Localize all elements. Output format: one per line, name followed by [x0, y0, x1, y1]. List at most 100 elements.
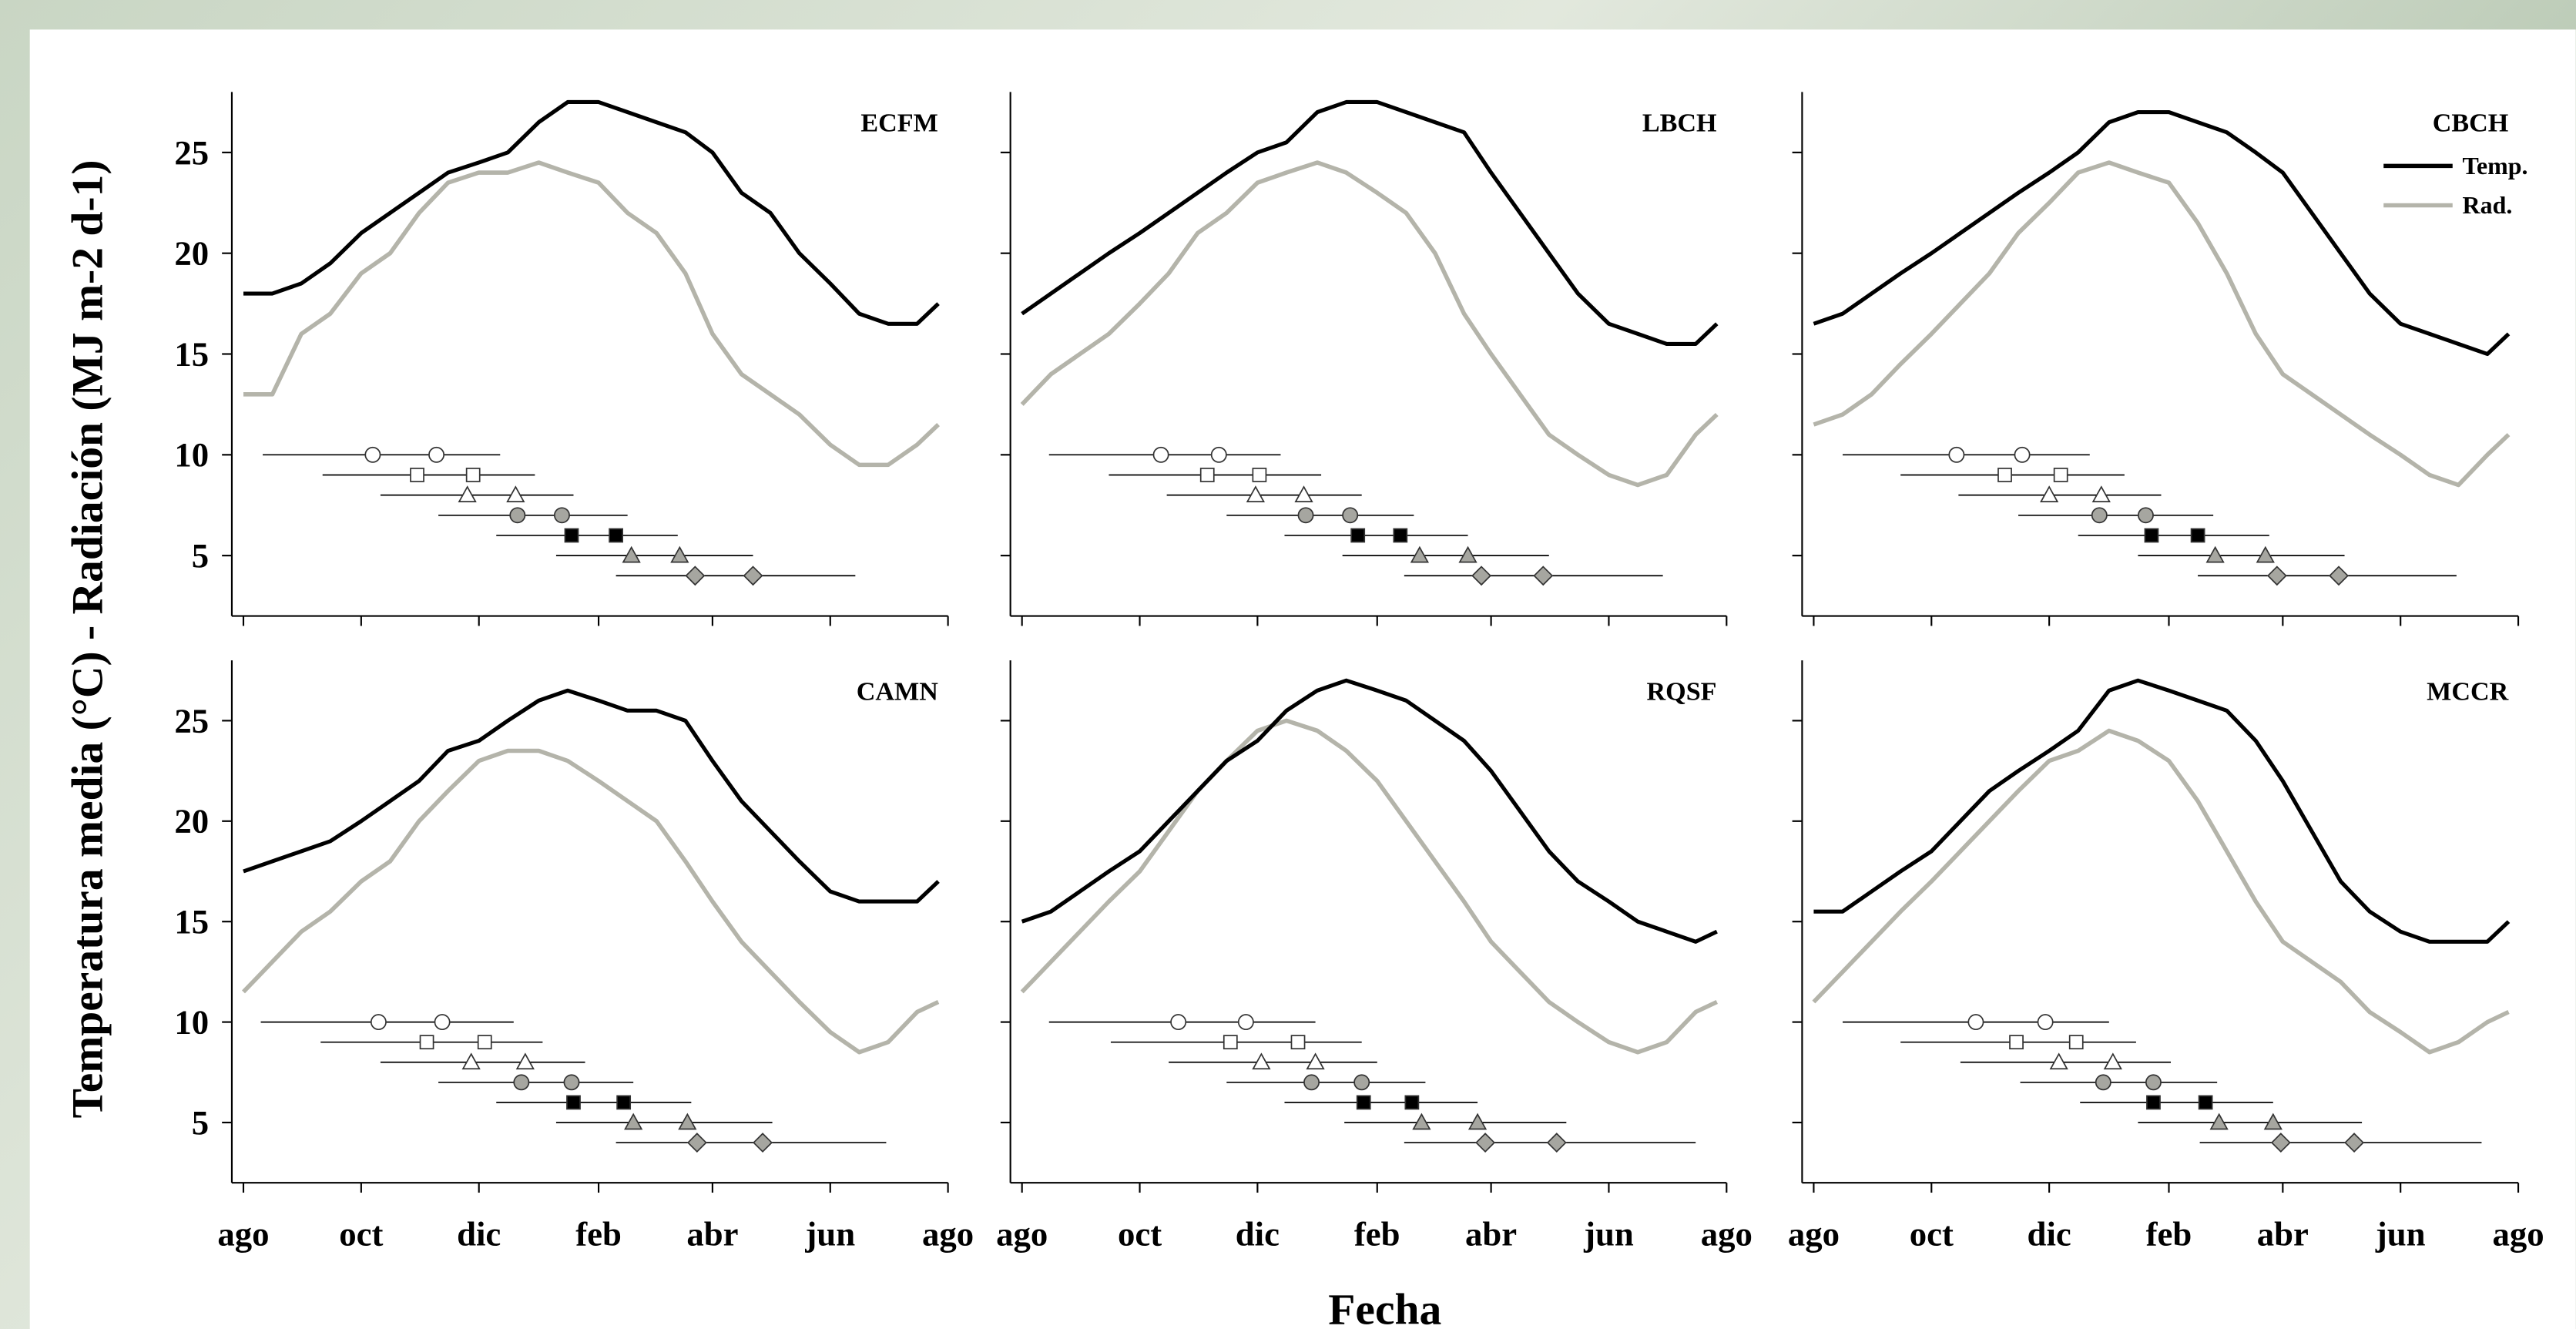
- interval-marker: [2009, 1035, 2024, 1050]
- interval-marker: [1546, 1133, 1567, 1153]
- panel-title: CBCH: [2433, 109, 2509, 138]
- interval-marker: [2266, 565, 2287, 586]
- x-tick-label: ago: [996, 1214, 1048, 1253]
- panel-title: CAMN: [857, 677, 938, 706]
- interval-marker: [2329, 565, 2349, 586]
- interval-marker: [2049, 1052, 2068, 1070]
- interval-marker: [2205, 545, 2225, 563]
- interval-marker: [609, 528, 623, 543]
- series-line: [243, 160, 941, 468]
- x-tick-label: feb: [575, 1214, 622, 1253]
- interval-marker: [2103, 1052, 2122, 1070]
- panel-title: RQSF: [1647, 677, 1717, 706]
- interval-marker: [2091, 507, 2108, 524]
- interval-marker: [2190, 528, 2205, 543]
- y-tick-label: 10: [174, 435, 209, 474]
- interval-marker: [434, 1014, 451, 1031]
- y-tick-label: 25: [174, 701, 209, 740]
- interval-marker: [2146, 1095, 2161, 1110]
- interval-marker: [1290, 1035, 1306, 1050]
- interval-marker: [2344, 1133, 2365, 1153]
- y-tick-label: 10: [174, 1003, 209, 1042]
- x-tick-label: feb: [1354, 1214, 1400, 1253]
- interval-marker: [678, 1113, 697, 1130]
- x-tick-label: feb: [2146, 1214, 2192, 1253]
- interval-marker: [1170, 1014, 1187, 1031]
- interval-marker: [670, 545, 689, 563]
- y-tick-label: 25: [174, 133, 209, 172]
- interval-marker: [1210, 446, 1227, 463]
- series-line: [1020, 718, 1718, 1055]
- interval-marker: [2270, 1133, 2291, 1153]
- y-tick-label: 20: [174, 802, 209, 841]
- panel-title: ECFM: [860, 109, 937, 138]
- interval-marker: [616, 1095, 632, 1110]
- interval-marker: [419, 1035, 434, 1050]
- legend-label: Rad.: [2463, 192, 2513, 219]
- interval-marker: [743, 565, 763, 586]
- interval-marker: [2137, 507, 2154, 524]
- interval-marker: [1252, 468, 1267, 482]
- series-line: [1813, 678, 2511, 944]
- panel-title: MCCR: [2427, 677, 2508, 706]
- interval-marker: [1152, 446, 1169, 463]
- series-line: [1812, 728, 2510, 1055]
- interval-marker: [2068, 1035, 2084, 1050]
- x-tick-label: abr: [2257, 1214, 2309, 1253]
- interval-marker: [1393, 528, 1408, 543]
- interval-marker: [1948, 446, 1965, 463]
- x-tick-label: oct: [339, 1214, 383, 1253]
- interval-marker: [1306, 1052, 1325, 1070]
- interval-marker: [2145, 1074, 2162, 1091]
- interval-marker: [1237, 1014, 1254, 1031]
- interval-marker: [1246, 485, 1266, 503]
- y-axis-label: Temperatura media (°C) - Radiación (MJ m…: [64, 159, 112, 1118]
- series-line: [241, 748, 940, 1055]
- interval-marker: [2144, 528, 2159, 543]
- x-tick-label: jun: [2375, 1214, 2426, 1253]
- interval-marker: [461, 1052, 481, 1070]
- interval-marker: [2014, 446, 2031, 463]
- interval-marker: [465, 468, 481, 482]
- x-tick-label: ago: [922, 1214, 974, 1253]
- interval-marker: [1297, 507, 1314, 524]
- x-tick-label: ago: [1788, 1214, 1840, 1253]
- y-tick-label: 15: [174, 334, 209, 373]
- panel-title: LBCH: [1642, 109, 1717, 138]
- interval-marker: [1467, 1113, 1488, 1130]
- interval-marker: [685, 565, 706, 586]
- interval-marker: [1533, 565, 1554, 586]
- x-tick-label: dic: [1236, 1214, 1280, 1253]
- interval-marker: [1356, 1095, 1371, 1110]
- interval-marker: [622, 545, 641, 563]
- interval-marker: [563, 1074, 580, 1091]
- interval-marker: [1294, 485, 1313, 503]
- interval-marker: [2040, 485, 2059, 503]
- series-line: [1813, 160, 2511, 488]
- interval-marker: [2263, 1113, 2283, 1130]
- interval-marker: [2095, 1074, 2111, 1091]
- interval-marker: [1342, 507, 1359, 524]
- interval-marker: [1412, 1113, 1431, 1130]
- interval-marker: [1350, 528, 1366, 543]
- interval-marker: [1404, 1095, 1420, 1110]
- interval-marker: [1199, 468, 1215, 482]
- x-tick-label: jun: [1583, 1214, 1634, 1253]
- series-line: [243, 99, 940, 326]
- interval-marker: [1353, 1074, 1370, 1091]
- interval-marker: [1410, 545, 1429, 563]
- interval-marker: [1997, 468, 2012, 482]
- x-tick-label: ago: [217, 1214, 269, 1253]
- series-line: [1021, 678, 1718, 944]
- interval-marker: [506, 485, 525, 503]
- x-tick-label: ago: [1701, 1214, 1753, 1253]
- interval-marker: [686, 1133, 707, 1153]
- interval-marker: [509, 507, 526, 524]
- interval-marker: [410, 468, 424, 482]
- x-axis-label: Fecha: [1328, 1286, 1441, 1329]
- interval-marker: [1223, 1035, 1238, 1050]
- x-tick-label: dic: [457, 1214, 501, 1253]
- plot-background: [29, 29, 2576, 1329]
